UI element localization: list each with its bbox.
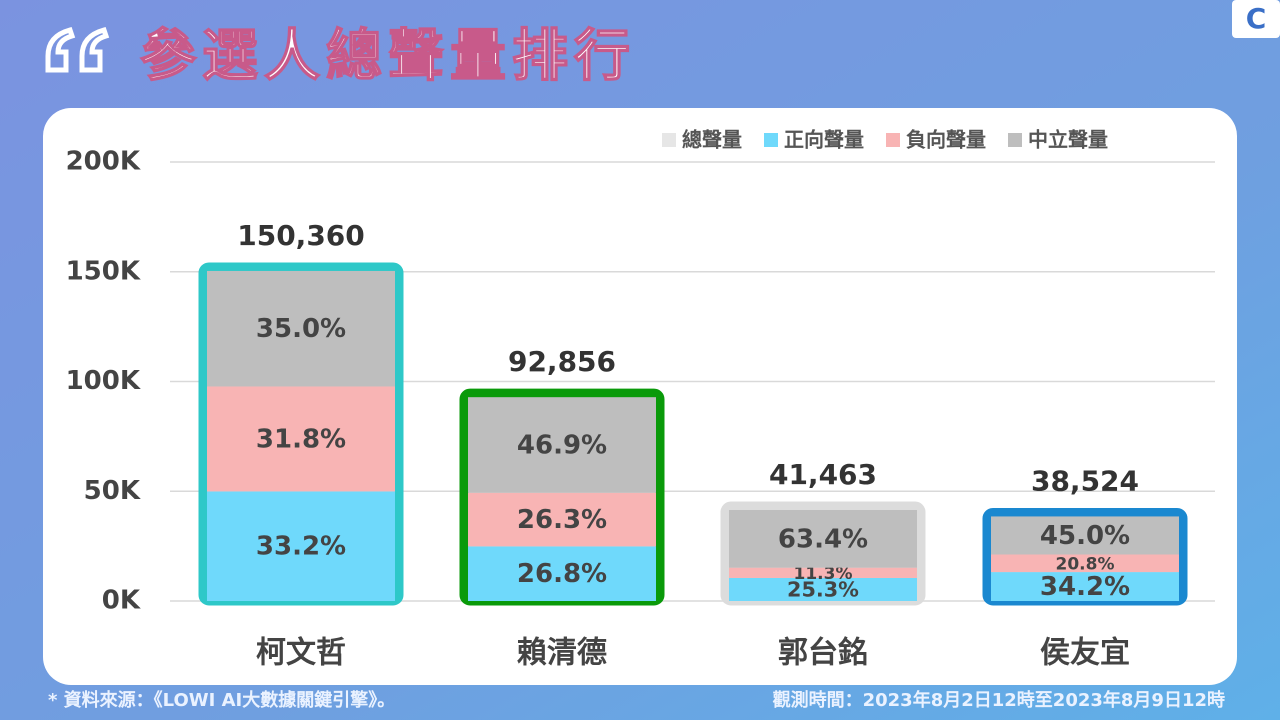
segment — [207, 270, 395, 387]
total-label: 92,856 — [508, 345, 616, 378]
segment — [207, 386, 395, 492]
x-tick-label: 郭台銘 — [778, 636, 868, 671]
y-tick-label: 0K — [102, 586, 141, 616]
total-label: 41,463 — [769, 458, 877, 491]
segment — [468, 492, 656, 547]
segment-label: 63.4% — [778, 524, 868, 554]
segment-label: 25.3% — [787, 577, 859, 601]
segment-label: 31.8% — [256, 424, 346, 454]
legend-swatch — [1008, 133, 1022, 147]
quote-mark — [45, 26, 110, 73]
segment — [468, 397, 656, 493]
segment-label: 26.8% — [517, 559, 607, 589]
total-label: 150,360 — [237, 219, 365, 252]
y-tick-label: 200K — [66, 147, 141, 177]
segment-label: 46.9% — [517, 430, 607, 460]
segment — [729, 567, 917, 578]
segment-label: 34.2% — [1040, 572, 1130, 602]
x-tick-label: 賴清德 — [517, 636, 607, 671]
page-title: 參選人總聲量排行 — [140, 24, 636, 89]
logo-box — [1232, 0, 1280, 38]
segment — [729, 577, 917, 601]
segment-label: 11.3% — [794, 564, 853, 584]
x-tick-label: 柯文哲 — [256, 636, 346, 671]
legend-swatch — [662, 133, 676, 147]
segment — [991, 572, 1179, 601]
legend-label: 總聲量 — [682, 128, 742, 152]
total-label: 38,524 — [1031, 464, 1139, 497]
x-tick-label: 侯友宜 — [1040, 636, 1130, 671]
source-note: * 資料來源：《LOWI AI大數據關鍵引擎》。 — [48, 689, 395, 711]
time-note: 觀測時間：2023年8月2日12時至2023年8月9日12時 — [773, 689, 1225, 711]
legend-swatch — [886, 133, 900, 147]
segment — [991, 516, 1179, 555]
segment-label: 33.2% — [256, 532, 346, 562]
segment — [991, 554, 1179, 573]
legend-label: 中立聲量 — [1028, 128, 1108, 152]
segment — [729, 509, 917, 568]
segment — [207, 491, 395, 601]
segment-label: 20.8% — [1056, 554, 1115, 574]
legend-label: 正向聲量 — [784, 128, 864, 152]
y-tick-label: 150K — [66, 256, 141, 286]
segment — [468, 546, 656, 601]
segment-label: 26.3% — [517, 505, 607, 535]
segment-label: 45.0% — [1040, 521, 1130, 551]
legend-swatch — [764, 133, 778, 147]
legend-label: 負向聲量 — [906, 128, 986, 152]
y-tick-label: 100K — [66, 366, 141, 396]
logo: C — [1246, 2, 1267, 35]
segment-label: 35.0% — [256, 314, 346, 344]
y-tick-label: 50K — [84, 476, 141, 506]
